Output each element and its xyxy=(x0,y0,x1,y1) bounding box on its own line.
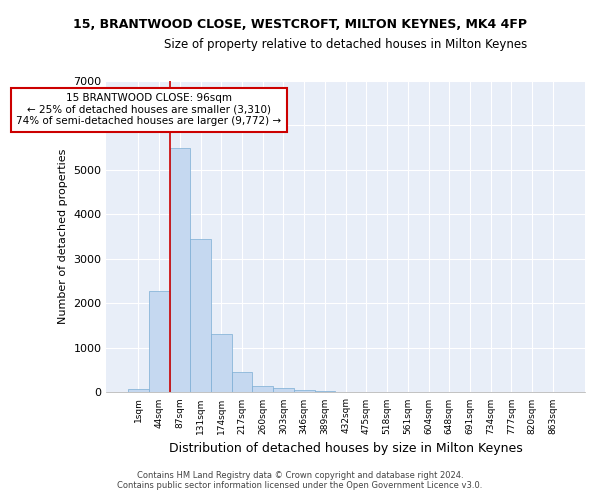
Text: 15, BRANTWOOD CLOSE, WESTCROFT, MILTON KEYNES, MK4 4FP: 15, BRANTWOOD CLOSE, WESTCROFT, MILTON K… xyxy=(73,18,527,30)
Bar xyxy=(232,372,253,392)
Bar xyxy=(273,388,294,392)
Bar xyxy=(149,291,170,392)
Text: Contains HM Land Registry data © Crown copyright and database right 2024.
Contai: Contains HM Land Registry data © Crown c… xyxy=(118,470,482,490)
Bar xyxy=(211,334,232,392)
Bar xyxy=(190,239,211,392)
Bar xyxy=(314,390,335,392)
Y-axis label: Number of detached properties: Number of detached properties xyxy=(58,149,68,324)
Bar xyxy=(253,386,273,392)
Title: Size of property relative to detached houses in Milton Keynes: Size of property relative to detached ho… xyxy=(164,38,527,51)
Text: 15 BRANTWOOD CLOSE: 96sqm
← 25% of detached houses are smaller (3,310)
74% of se: 15 BRANTWOOD CLOSE: 96sqm ← 25% of detac… xyxy=(16,94,281,126)
Bar xyxy=(128,389,149,392)
Bar xyxy=(170,148,190,392)
Bar xyxy=(294,390,314,392)
X-axis label: Distribution of detached houses by size in Milton Keynes: Distribution of detached houses by size … xyxy=(169,442,523,455)
